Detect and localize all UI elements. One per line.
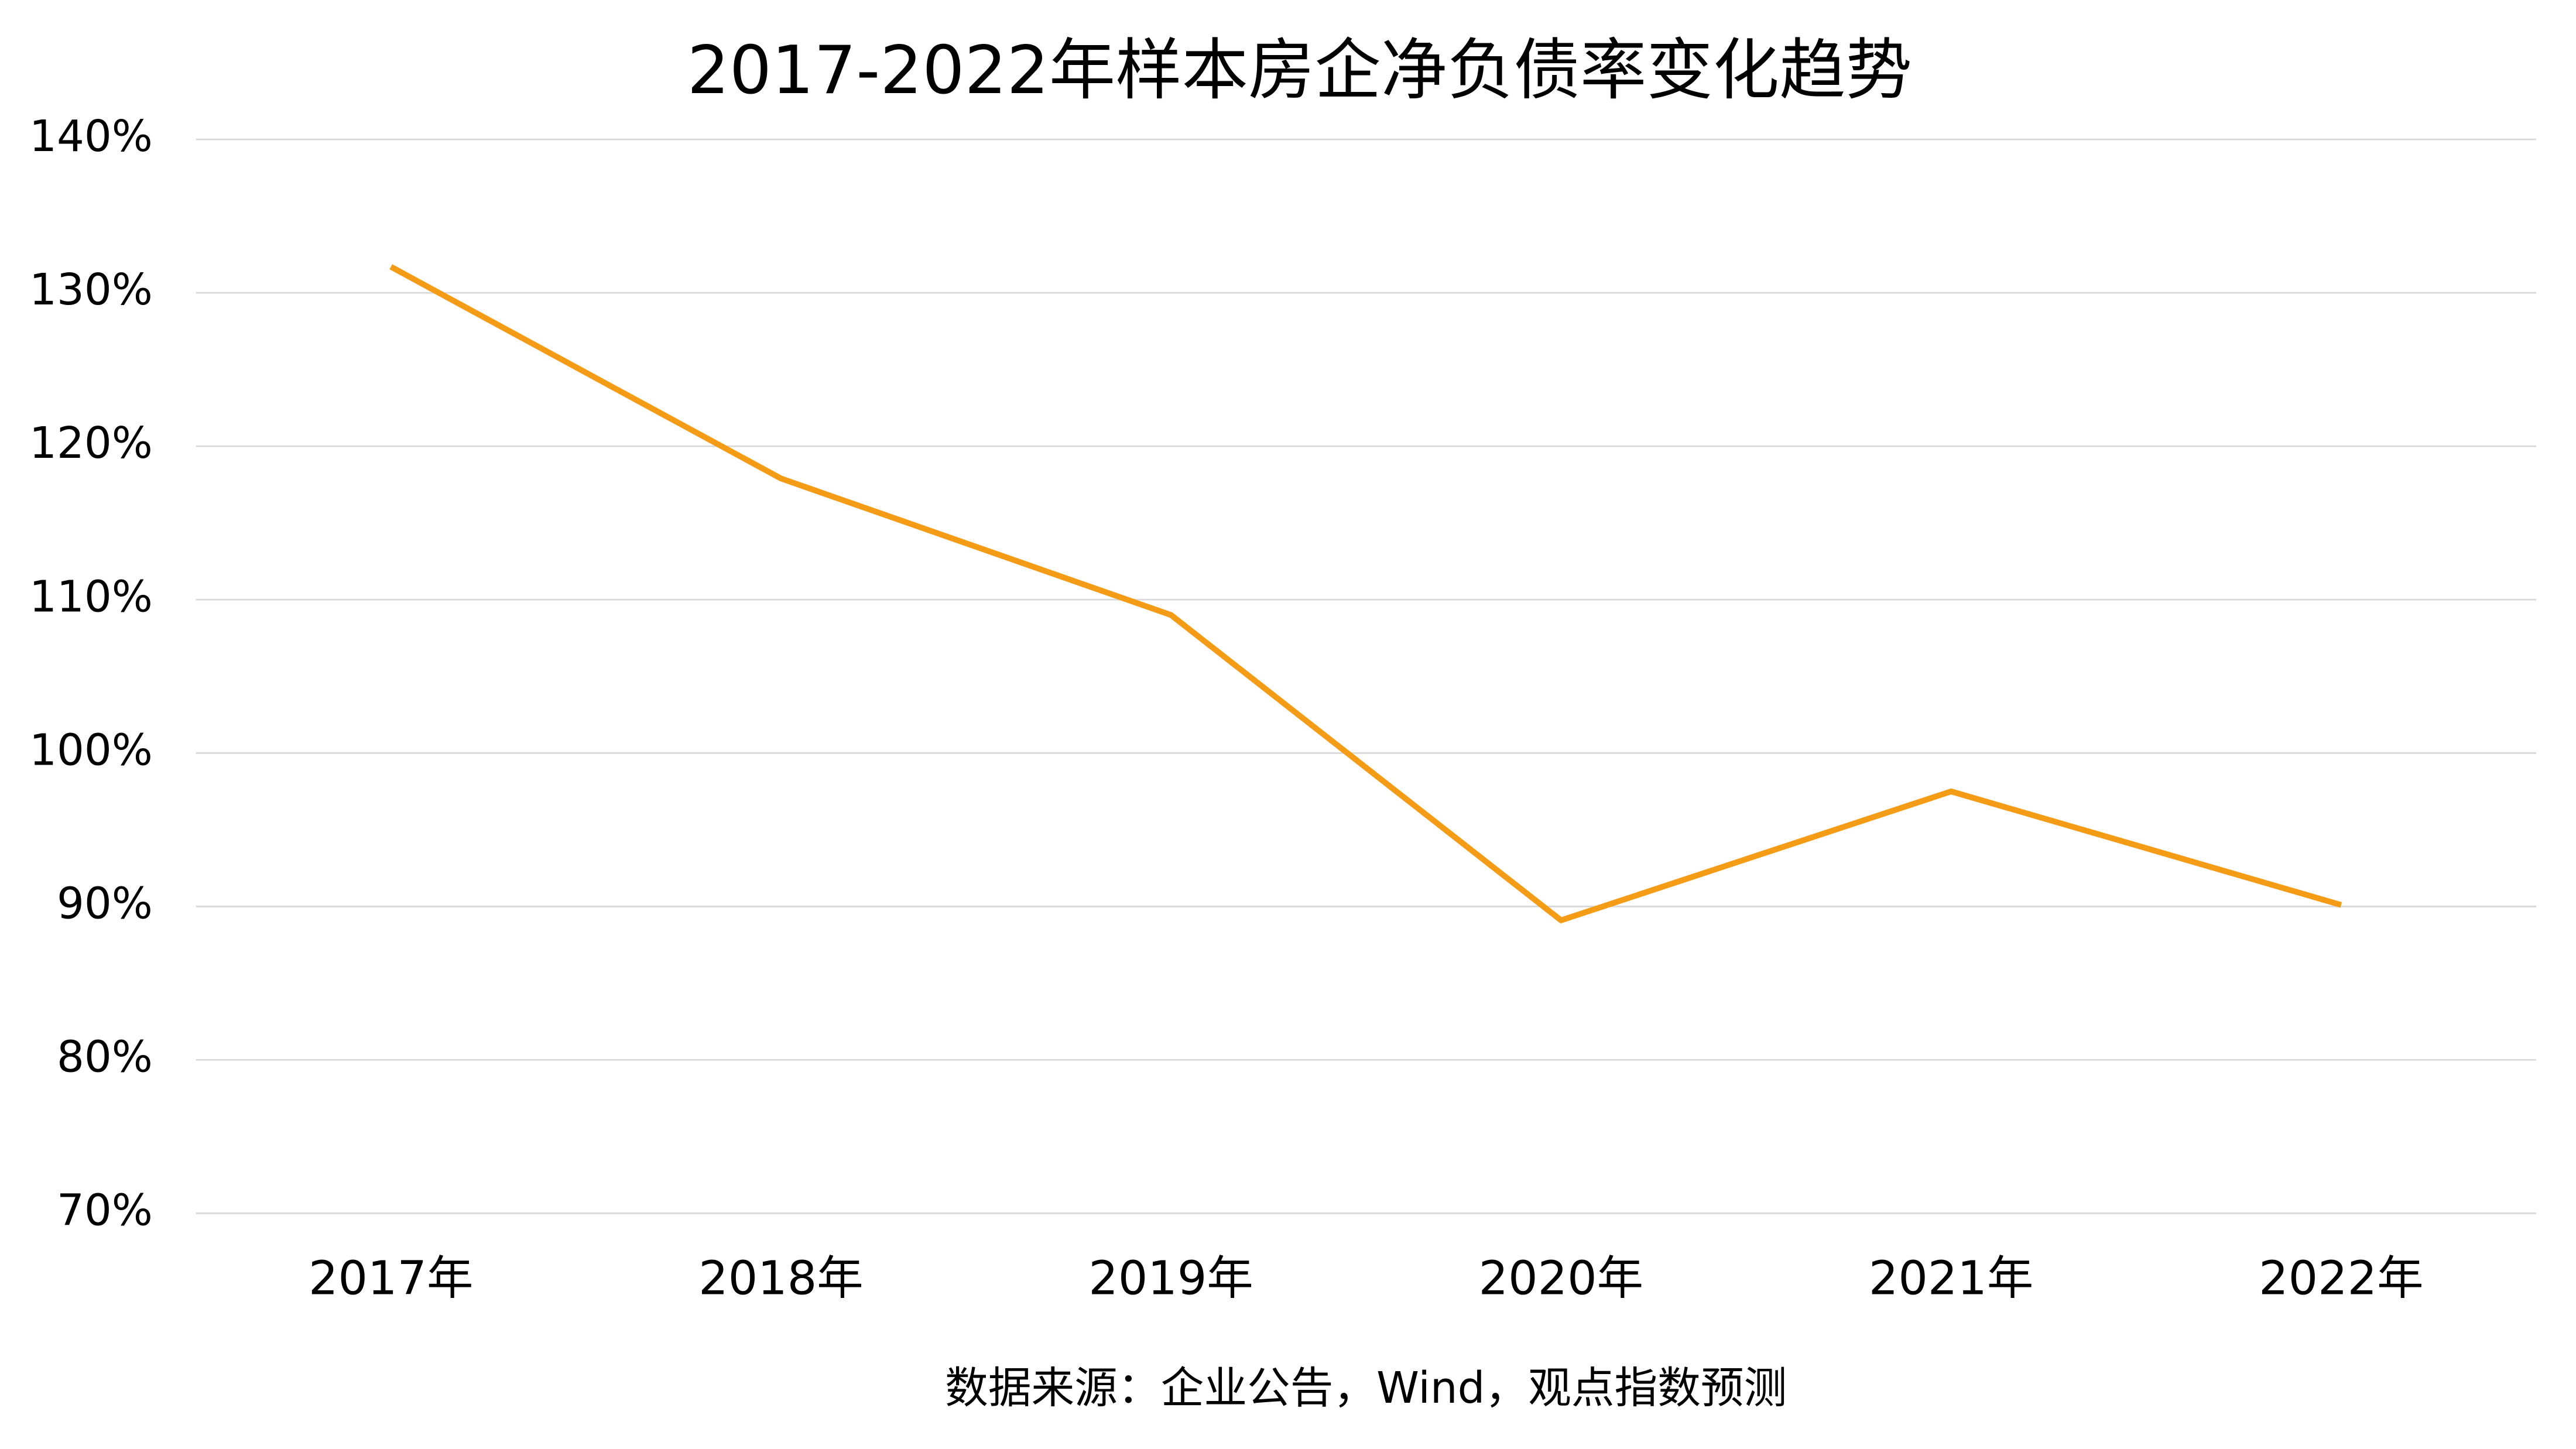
source-note: 数据来源：企业公告，Wind，观点指数预测	[945, 1364, 1787, 1413]
x-tick-label: 2020年	[1479, 1251, 1643, 1306]
x-tick-label: 2021年	[1869, 1251, 2033, 1306]
y-tick-label: 70%	[57, 1186, 153, 1235]
x-tick-label: 2017年	[309, 1251, 473, 1306]
y-tick-label: 100%	[29, 725, 153, 775]
data-line	[389, 264, 2342, 923]
x-tick-label: 2018年	[698, 1251, 863, 1306]
y-tick-label: 140%	[29, 112, 153, 162]
chart-title: 2017-2022年样本房企净负债率变化趋势	[687, 32, 1912, 109]
y-tick-label: 130%	[29, 265, 153, 315]
y-tick-label: 110%	[29, 572, 153, 622]
y-tick-label: 80%	[57, 1032, 153, 1082]
y-tick-label: 120%	[29, 419, 153, 468]
y-tick-label: 90%	[57, 879, 153, 929]
x-tick-label: 2022年	[2259, 1251, 2423, 1306]
x-tick-label: 2019年	[1088, 1251, 1253, 1306]
